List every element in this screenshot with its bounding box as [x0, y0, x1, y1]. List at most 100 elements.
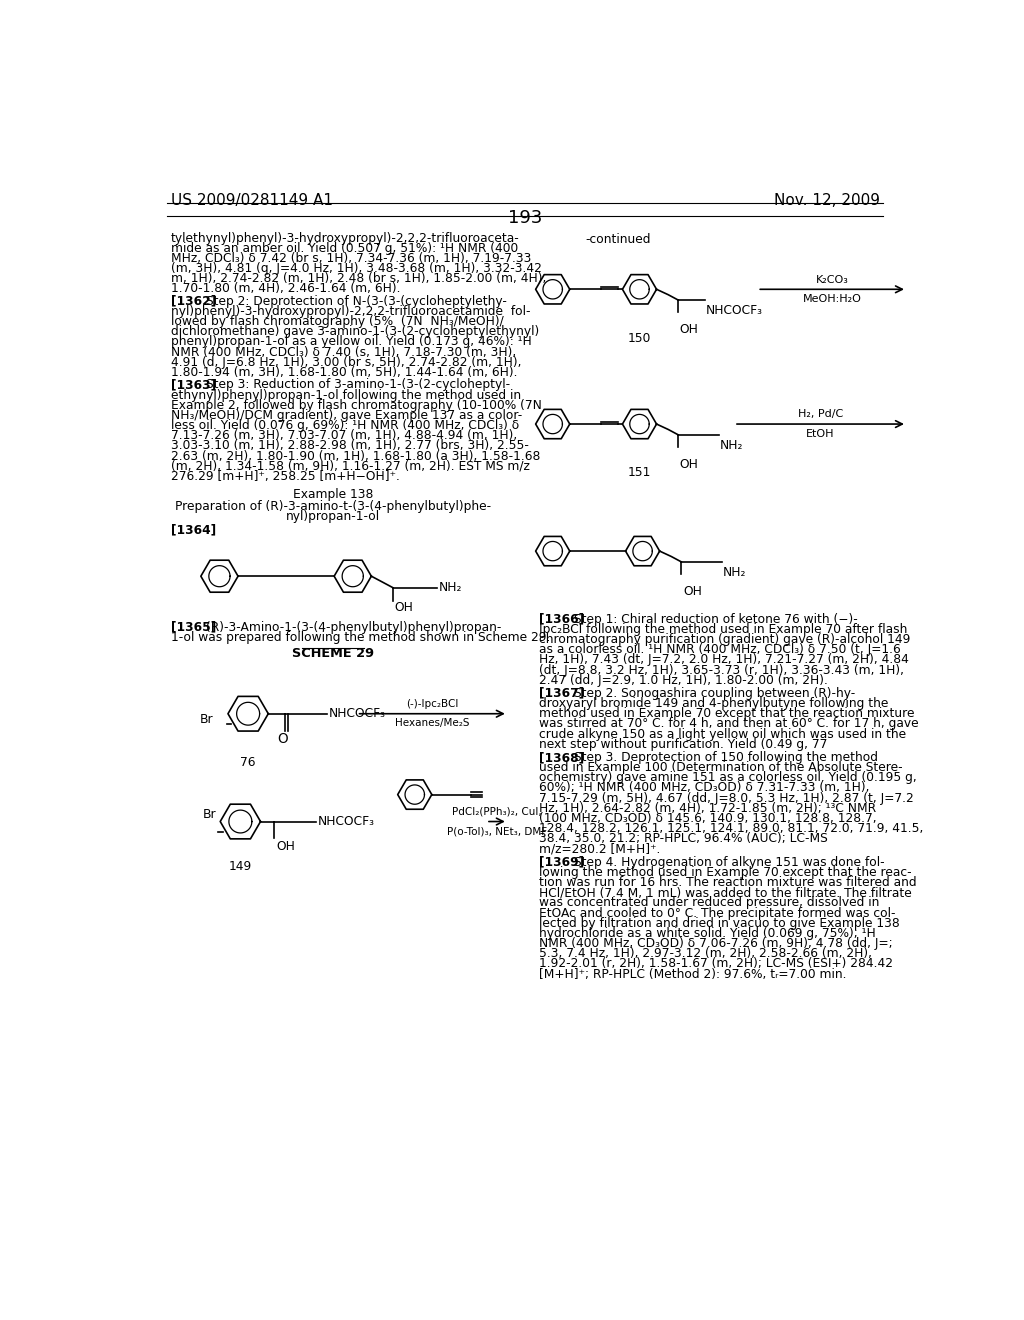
Text: NH₂: NH₂	[438, 581, 462, 594]
Text: [1369]: [1369]	[539, 855, 584, 869]
Text: 149: 149	[228, 861, 252, 873]
Text: NHCOCF₃: NHCOCF₃	[329, 708, 386, 721]
Text: (dt, J=8.8, 3.2 Hz, 1H), 3.65-3.73 (r, 1H), 3.36-3.43 (m, 1H),: (dt, J=8.8, 3.2 Hz, 1H), 3.65-3.73 (r, 1…	[539, 664, 904, 677]
Text: used in Example 100 (Determination of the Absolute Stere-: used in Example 100 (Determination of th…	[539, 762, 902, 774]
Text: NMR (400 MHz, CDCl₃) δ 7.40 (s, 1H), 7.18-7.30 (m, 3H),: NMR (400 MHz, CDCl₃) δ 7.40 (s, 1H), 7.1…	[171, 346, 516, 359]
Text: K₂CO₃: K₂CO₃	[816, 275, 849, 285]
Text: [1362]: [1362]	[171, 294, 216, 308]
Text: [1365]: [1365]	[171, 620, 216, 634]
Text: OH: OH	[276, 840, 295, 853]
Text: 76: 76	[241, 756, 256, 770]
Text: O: O	[276, 733, 288, 746]
Text: lected by filtration and dried in vacuo to give Example 138: lected by filtration and dried in vacuo …	[539, 916, 899, 929]
Text: OH: OH	[394, 601, 414, 614]
Text: NHCOCF₃: NHCOCF₃	[707, 305, 763, 317]
Text: NHCOCF₃: NHCOCF₃	[317, 814, 375, 828]
Text: [1364]: [1364]	[171, 524, 216, 537]
Text: next step without purification. Yield (0.49 g, 77: next step without purification. Yield (0…	[539, 738, 827, 751]
Text: tion was run for 16 hrs. The reaction mixture was filtered and: tion was run for 16 hrs. The reaction mi…	[539, 876, 916, 890]
Text: (-)-Ipc₂BCl: (-)-Ipc₂BCl	[406, 700, 459, 709]
Text: NH₃/MeOH)/DCM gradient), gave Example 137 as a color-: NH₃/MeOH)/DCM gradient), gave Example 13…	[171, 409, 522, 422]
Text: 128.4, 128.2, 126.1, 125.1, 124.1, 89.0, 81.1, 72.0, 71.9, 41.5,: 128.4, 128.2, 126.1, 125.1, 124.1, 89.0,…	[539, 822, 923, 836]
Text: 1.80-1.94 (m, 3H), 1.68-1.80 (m, 5H), 1.44-1.64 (m, 6H).: 1.80-1.94 (m, 3H), 1.68-1.80 (m, 5H), 1.…	[171, 366, 517, 379]
Text: NMR (400 MHz, CD₃OD) δ 7.06-7.26 (m, 9H), 4.78 (dd, J=;: NMR (400 MHz, CD₃OD) δ 7.06-7.26 (m, 9H)…	[539, 937, 892, 950]
Text: OH: OH	[680, 458, 698, 471]
Text: [1366]: [1366]	[539, 612, 584, 626]
Text: Example 2, followed by flash chromatography (10-100% (7N: Example 2, followed by flash chromatogra…	[171, 399, 542, 412]
Text: droxyaryl bromide 149 and 4-phenylbutyne following the: droxyaryl bromide 149 and 4-phenylbutyne…	[539, 697, 888, 710]
Text: nyl)propan-1-ol: nyl)propan-1-ol	[287, 510, 381, 523]
Text: (m, 2H), 1.34-1.58 (m, 9H), 1.16-1.27 (m, 2H). EST MS m/z: (m, 2H), 1.34-1.58 (m, 9H), 1.16-1.27 (m…	[171, 459, 529, 473]
Text: m, 1H), 2.74-2.82 (m, 1H), 2.48 (br s, 1H), 1.85-2.00 (m, 4H),: m, 1H), 2.74-2.82 (m, 1H), 2.48 (br s, 1…	[171, 272, 546, 285]
Text: 151: 151	[628, 466, 651, 479]
Text: Br: Br	[200, 713, 214, 726]
Text: H₂, Pd/C: H₂, Pd/C	[798, 409, 843, 420]
Text: OH: OH	[680, 323, 698, 337]
Text: [M+H]⁺; RP-HPLC (Method 2): 97.6%, tᵣ=7.00 min.: [M+H]⁺; RP-HPLC (Method 2): 97.6%, tᵣ=7.…	[539, 968, 846, 981]
Text: Step 2. Sonogashira coupling between (R)-hy-: Step 2. Sonogashira coupling between (R)…	[574, 686, 856, 700]
Text: Step 2: Deprotection of N-(3-(3-(cycloheptylethy-: Step 2: Deprotection of N-(3-(3-(cyclohe…	[206, 294, 507, 308]
Text: less oil. Yield (0.076 g, 69%): ¹H NMR (400 MHz, CDCl₃) δ: less oil. Yield (0.076 g, 69%): ¹H NMR (…	[171, 420, 519, 432]
Text: Nov. 12, 2009: Nov. 12, 2009	[774, 193, 880, 209]
Text: ethynyl)phenyl)propan-1-ol following the method used in: ethynyl)phenyl)propan-1-ol following the…	[171, 388, 521, 401]
Text: (100 MHz, CD₃OD) δ 145.6, 140.9, 130.1, 128.8, 128.7,: (100 MHz, CD₃OD) δ 145.6, 140.9, 130.1, …	[539, 812, 877, 825]
Text: method used in Example 70 except that the reaction mixture: method used in Example 70 except that th…	[539, 708, 914, 721]
Text: Example 138: Example 138	[293, 488, 374, 500]
Text: Step 1: Chiral reduction of ketone 76 with (−)-: Step 1: Chiral reduction of ketone 76 wi…	[574, 612, 858, 626]
Text: HCl/EtOH (7.4 M, 1 mL) was added to the filtrate. The filtrate: HCl/EtOH (7.4 M, 1 mL) was added to the …	[539, 886, 911, 899]
Text: lowed by flash chromatography (5%  (7N  NH₃/MeOH)/: lowed by flash chromatography (5% (7N NH…	[171, 315, 504, 329]
Text: NH₂: NH₂	[723, 566, 746, 579]
Text: 2.47 (dd, J=2.9, 1.0 Hz, 1H), 1.80-2.00 (m, 2H).: 2.47 (dd, J=2.9, 1.0 Hz, 1H), 1.80-2.00 …	[539, 673, 827, 686]
Text: was stirred at 70° C. for 4 h, and then at 60° C. for 17 h, gave: was stirred at 70° C. for 4 h, and then …	[539, 718, 919, 730]
Text: crude alkyne 150 as a light yellow oil which was used in the: crude alkyne 150 as a light yellow oil w…	[539, 727, 906, 741]
Text: Hz, 1H), 2.64-2.82 (m, 4H), 1.72-1.85 (m, 2H); ¹³C NMR: Hz, 1H), 2.64-2.82 (m, 4H), 1.72-1.85 (m…	[539, 801, 876, 814]
Text: (R)-3-Amino-1-(3-(4-phenylbutyl)phenyl)propan-: (R)-3-Amino-1-(3-(4-phenylbutyl)phenyl)p…	[206, 620, 502, 634]
Text: US 2009/0281149 A1: US 2009/0281149 A1	[171, 193, 333, 209]
Text: 38.4, 35.0, 21.2; RP-HPLC, 96.4% (AUC); LC-MS: 38.4, 35.0, 21.2; RP-HPLC, 96.4% (AUC); …	[539, 833, 827, 845]
Text: Ipc₂BCl following the method used in Example 70 after flash: Ipc₂BCl following the method used in Exa…	[539, 623, 907, 636]
Text: 5.3, 7.4 Hz, 1H), 2.97-3.12 (m, 2H), 2.58-2.66 (m, 2H),: 5.3, 7.4 Hz, 1H), 2.97-3.12 (m, 2H), 2.5…	[539, 948, 871, 960]
Text: P(o-Tol)₃, NEt₃, DMF: P(o-Tol)₃, NEt₃, DMF	[446, 826, 547, 836]
Text: 1-ol was prepared following the method shown in Scheme 29.: 1-ol was prepared following the method s…	[171, 631, 550, 644]
Text: nyl)phenyl)-3-hydroxypropyl)-2,2,2-trifluoroacetamide  fol-: nyl)phenyl)-3-hydroxypropyl)-2,2,2-trifl…	[171, 305, 530, 318]
Text: Hexanes/Me₂S: Hexanes/Me₂S	[395, 718, 469, 729]
Text: MeOH:H₂O: MeOH:H₂O	[803, 294, 861, 304]
Text: Hz, 1H), 7.43 (dt, J=7.2, 2.0 Hz, 1H), 7.21-7.27 (m, 2H), 4.84: Hz, 1H), 7.43 (dt, J=7.2, 2.0 Hz, 1H), 7…	[539, 653, 908, 667]
Text: m/z=280.2 [M+H]⁺.: m/z=280.2 [M+H]⁺.	[539, 842, 660, 855]
Text: [1368]: [1368]	[539, 751, 584, 764]
Text: 3.03-3.10 (m, 1H), 2.88-2.98 (m, 1H), 2.77 (brs, 3H), 2.55-: 3.03-3.10 (m, 1H), 2.88-2.98 (m, 1H), 2.…	[171, 440, 528, 453]
Text: 1.92-2.01 (r, 2H), 1.58-1.67 (m, 2H); LC-MS (ESI+) 284.42: 1.92-2.01 (r, 2H), 1.58-1.67 (m, 2H); LC…	[539, 957, 893, 970]
Text: [1363]: [1363]	[171, 379, 216, 392]
Text: hydrochloride as a white solid. Yield (0.069 g, 75%); ¹H: hydrochloride as a white solid. Yield (0…	[539, 927, 876, 940]
Text: 1.70-1.80 (m, 4H), 2.46-1.64 (m, 6H).: 1.70-1.80 (m, 4H), 2.46-1.64 (m, 6H).	[171, 282, 400, 296]
Text: chromatography purification (gradient) gave (R)-alcohol 149: chromatography purification (gradient) g…	[539, 634, 910, 645]
Text: PdCl₂(PPh₃)₂, CuI,: PdCl₂(PPh₃)₂, CuI,	[452, 807, 542, 817]
Text: as a colorless oil. ¹H NMR (400 MHz, CDCl₃) δ 7.50 (t, J=1.6: as a colorless oil. ¹H NMR (400 MHz, CDC…	[539, 643, 900, 656]
Text: 2.63 (m, 2H), 1.80-1.90 (m, 1H), 1.68-1.80 (a 3H), 1.58-1.68: 2.63 (m, 2H), 1.80-1.90 (m, 1H), 1.68-1.…	[171, 450, 540, 462]
Text: EtOH: EtOH	[806, 429, 835, 438]
Text: Step 3. Deprotection of 150 following the method: Step 3. Deprotection of 150 following th…	[574, 751, 879, 764]
Text: 276.29 [m+H]⁺, 258.25 [m+H−OH]⁺.: 276.29 [m+H]⁺, 258.25 [m+H−OH]⁺.	[171, 470, 399, 483]
Text: 7.15-7.29 (m, 5H), 4.67 (dd, J=8.0, 5.3 Hz, 1H), 2.87 (t, J=7.2: 7.15-7.29 (m, 5H), 4.67 (dd, J=8.0, 5.3 …	[539, 792, 913, 805]
Text: mide as an amber oil. Yield (0.507 g, 51%): ¹H NMR (400: mide as an amber oil. Yield (0.507 g, 51…	[171, 242, 518, 255]
Text: ochemistry) gave amine 151 as a colorless oil. Yield (0.195 g,: ochemistry) gave amine 151 as a colorles…	[539, 771, 916, 784]
Text: phenyl)propan-1-ol as a yellow oil. Yield (0.173 g, 46%): ¹H: phenyl)propan-1-ol as a yellow oil. Yiel…	[171, 335, 531, 348]
Text: Preparation of (R)-3-amino-t-(3-(4-phenylbutyl)phe-: Preparation of (R)-3-amino-t-(3-(4-pheny…	[175, 499, 492, 512]
Text: was concentrated under reduced pressure, dissolved in: was concentrated under reduced pressure,…	[539, 896, 880, 909]
Text: (m, 3H), 4.81 (q, J=4.0 Hz, 1H), 3.48-3.68 (m, 1H), 3.32-3.42: (m, 3H), 4.81 (q, J=4.0 Hz, 1H), 3.48-3.…	[171, 263, 542, 275]
Text: Br: Br	[203, 808, 217, 821]
Text: EtOAc and cooled to 0° C. The precipitate formed was col-: EtOAc and cooled to 0° C. The precipitat…	[539, 907, 895, 920]
Text: SCHEME 29: SCHEME 29	[292, 647, 375, 660]
Text: -continued: -continued	[586, 234, 650, 246]
Text: tylethynyl)phenyl)-3-hydroxypropyl)-2,2,2-trifluoroaceta-: tylethynyl)phenyl)-3-hydroxypropyl)-2,2,…	[171, 231, 519, 244]
Text: 4.91 (d, J=6.8 Hz, 1H), 3.00 (br s, 5H), 2.74-2.82 (m, 1H),: 4.91 (d, J=6.8 Hz, 1H), 3.00 (br s, 5H),…	[171, 356, 521, 368]
Text: 193: 193	[508, 209, 542, 227]
Text: MHz, CDCl₃) δ 7.42 (br s, 1H), 7.34-7.36 (m, 1H), 7.19-7.33: MHz, CDCl₃) δ 7.42 (br s, 1H), 7.34-7.36…	[171, 252, 531, 265]
Text: 150: 150	[628, 331, 651, 345]
Text: NH₂: NH₂	[720, 440, 743, 453]
Text: [1367]: [1367]	[539, 686, 584, 700]
Text: OH: OH	[683, 585, 701, 598]
Text: Step 4. Hydrogenation of alkyne 151 was done fol-: Step 4. Hydrogenation of alkyne 151 was …	[574, 855, 885, 869]
Text: dichloromethane) gave 3-amino-1-(3-(2-cycloheptylethynyl): dichloromethane) gave 3-amino-1-(3-(2-cy…	[171, 325, 539, 338]
Text: Step 3: Reduction of 3-amino-1-(3-(2-cycloheptyl-: Step 3: Reduction of 3-amino-1-(3-(2-cyc…	[206, 379, 510, 392]
